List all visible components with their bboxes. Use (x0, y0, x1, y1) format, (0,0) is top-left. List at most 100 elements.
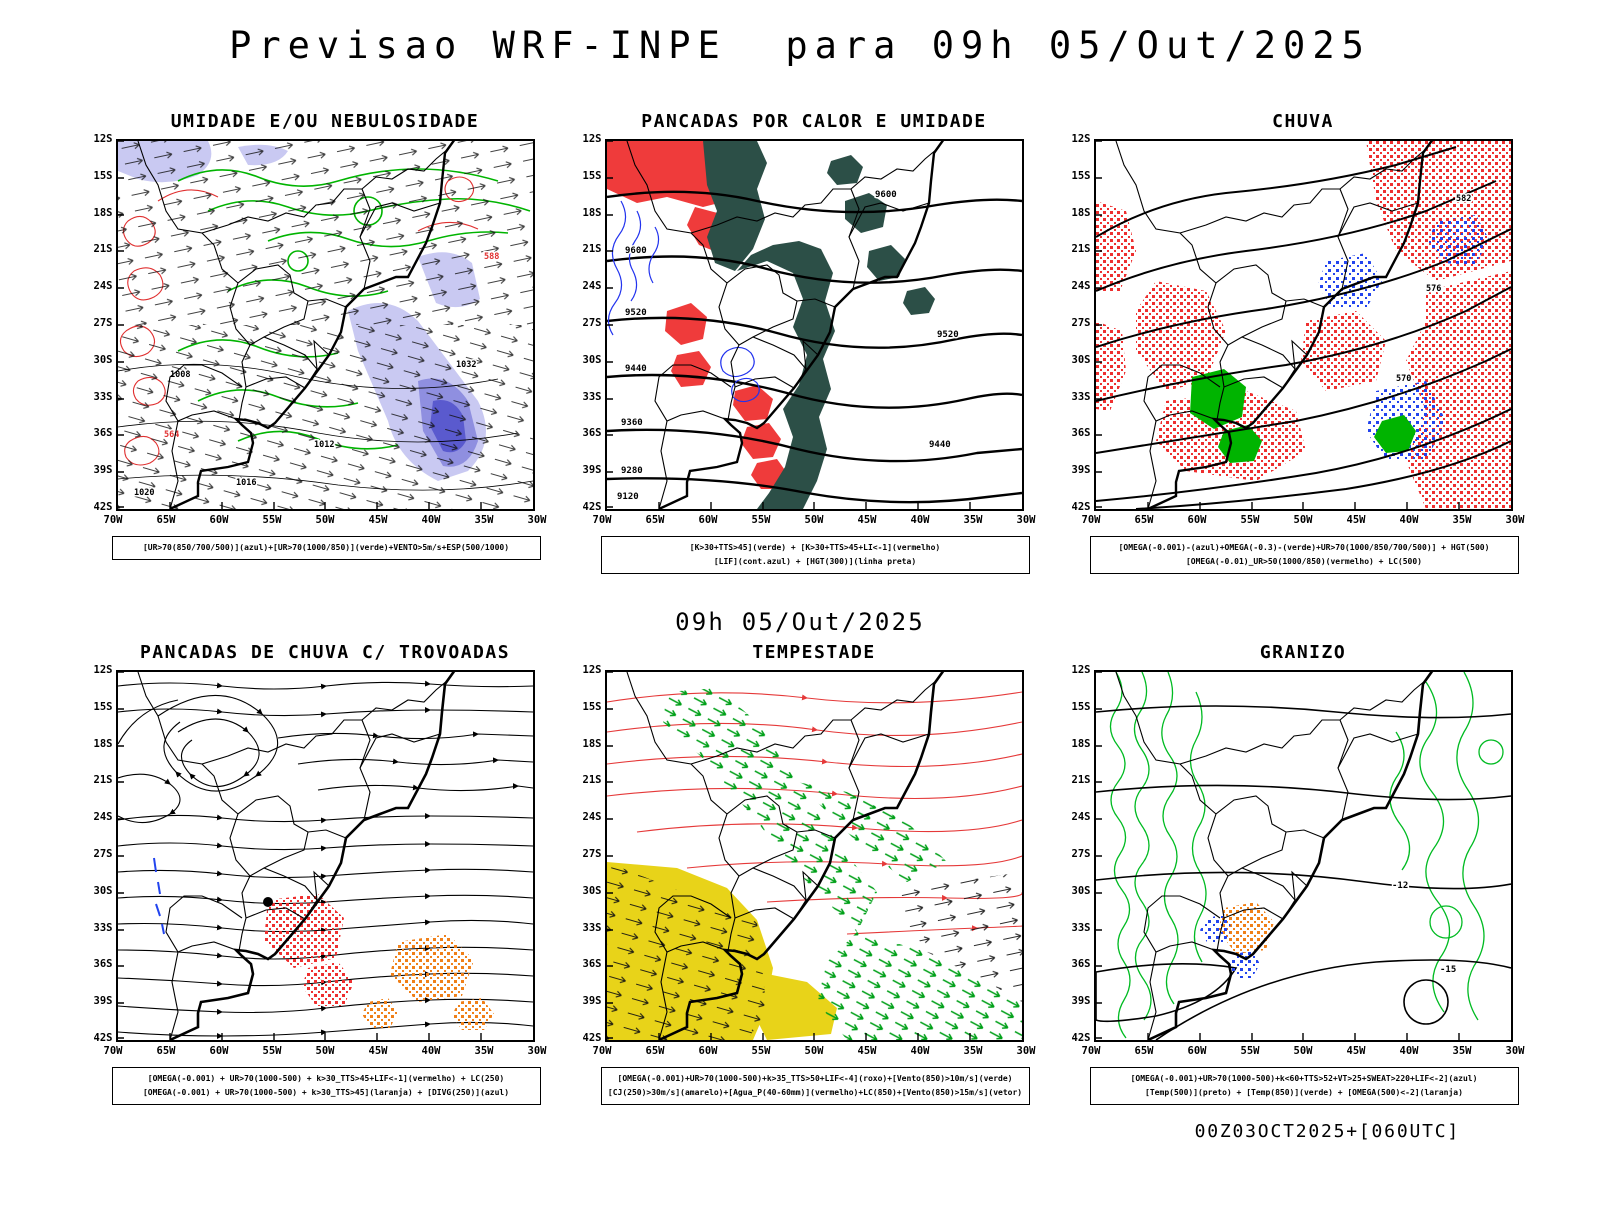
lon-tick-label: 65W (645, 1045, 665, 1057)
map-frame-umidade: 1008 1012 1016 1020 1032 564 588 (115, 139, 535, 511)
lon-tick-label: 40W (421, 1045, 441, 1057)
lon-tick-label: 35W (963, 514, 983, 526)
lat-tick-label: 15S (582, 700, 602, 713)
map-wrap: 12S 15S 18S 21S 24S 27S 30S 33S 36S 39S 42S (577, 134, 1024, 512)
panel-title: PANCADAS POR CALOR E UMIDADE (641, 111, 987, 132)
wind850-green-vectors (662, 688, 1022, 1040)
lat-tick-label: 24S (582, 811, 602, 824)
lat-tick-label: 36S (582, 958, 602, 971)
lat-tick-label: 42S (93, 500, 113, 513)
orange-speckle-areas (361, 934, 494, 1030)
lon-tick-label: 45W (1346, 514, 1366, 526)
lon-tick-label: 70W (103, 1045, 123, 1057)
svg-text:9520: 9520 (937, 330, 959, 340)
svg-text:1016: 1016 (236, 478, 256, 488)
country-borders (1114, 672, 1434, 1040)
lon-tick-label: 55W (751, 1045, 771, 1057)
lon-tick-label: 70W (592, 514, 612, 526)
lat-tick-label: 24S (93, 280, 113, 293)
map-wrap: 12S 15S 18S 21S 24S 27S 30S 33S 36S 39S 42S (577, 665, 1024, 1043)
svg-text:576: 576 (1426, 284, 1441, 294)
temp850-green-contours (1109, 672, 1504, 1039)
lat-tick-label: 36S (93, 427, 113, 440)
hail-blue-speckles (1199, 914, 1260, 978)
caption-line: [CJ(250)>30m/s](amarelo)+[Agua_P(40-60mm… (607, 1088, 1023, 1097)
panel-title: PANCADAS DE CHUVA C/ TROVOADAS (139, 642, 511, 663)
lon-axis: 70W 65W 60W 55W 50W 45W 40W 35W 30W (1082, 1046, 1525, 1057)
dark-teal-areas (702, 141, 935, 509)
temp500-black-contours (1095, 705, 1511, 1040)
svg-text:588: 588 (484, 252, 499, 262)
svg-text:9120: 9120 (617, 492, 639, 502)
panel-tempestade: TEMPESTADE 12S 15S 18S 21S 24S 27S 30S 33S 36S 39… (577, 642, 1035, 1105)
lat-tick-label: 21S (582, 774, 602, 787)
panel-trovoadas: PANCADAS DE CHUVA C/ TROVOADAS 12S 15S 18S… (88, 642, 546, 1105)
lat-axis: 12S 15S 18S 21S 24S 27S 30S 33S 36S 39S 42S (88, 665, 116, 1043)
lat-tick-label: 33S (582, 390, 602, 403)
lon-tick-label: 70W (103, 514, 123, 526)
lon-tick-label: 40W (1399, 514, 1419, 526)
lon-tick-label: 45W (1346, 1045, 1366, 1057)
caption-line: [Temp(500)](preto) + [Temp(850)](verde) … (1145, 1088, 1463, 1097)
lat-tick-label: 15S (93, 700, 113, 713)
rain-red-speckles (1095, 141, 1511, 509)
lat-tick-label: 12S (1071, 664, 1091, 676)
mid-datetime-label: 09h 05/Out/2025 (675, 608, 925, 636)
lon-tick-label: 40W (910, 514, 930, 526)
lat-tick-label: 15S (582, 169, 602, 182)
panel-title: CHUVA (1272, 111, 1334, 132)
lat-tick-label: 39S (582, 995, 602, 1008)
red-speckle-areas (263, 894, 354, 1006)
lon-tick-label: 35W (474, 1045, 494, 1057)
lat-tick-label: 30S (93, 884, 113, 897)
svg-text:570: 570 (1396, 374, 1411, 384)
lon-axis: 70W 65W 60W 55W 50W 45W 40W 35W 30W (104, 515, 547, 526)
caption-line: [OMEGA(-0.01)_UR>50(1000/850)(vermelho) … (1185, 557, 1422, 566)
lon-tick-label: 30W (1505, 514, 1525, 526)
caption-line: [OMEGA(-0.001) + UR>70(1000-500) + k>30_… (142, 1088, 510, 1097)
wind-vectors-upper (117, 141, 533, 325)
lat-tick-label: 15S (1071, 700, 1091, 713)
lon-tick-label: 55W (262, 514, 282, 526)
lat-tick-label: 18S (1071, 206, 1091, 219)
svg-text:9360: 9360 (621, 418, 643, 428)
panel-title: TEMPESTADE (752, 642, 876, 663)
lat-tick-label: 18S (582, 206, 602, 219)
lon-tick-label: 65W (1134, 514, 1154, 526)
lon-axis: 70W 65W 60W 55W 50W 45W 40W 35W 30W (104, 1046, 547, 1057)
svg-text:9600: 9600 (625, 246, 647, 256)
lat-tick-label: 33S (582, 921, 602, 934)
blue-divergence-marks (152, 857, 165, 935)
lon-axis: 70W 65W 60W 55W 50W 45W 40W 35W 30W (593, 515, 1036, 526)
page-title: Previsao WRF-INPE para 09h 05/Out/2025 (229, 24, 1371, 67)
svg-text:9280: 9280 (621, 466, 643, 476)
panel-granizo: GRANIZO 12S 15S 18S 21S 24S 27S 30S 33S 36S 39S 42… (1066, 642, 1524, 1105)
lon-tick-label: 35W (1452, 1045, 1472, 1057)
map-wrap: 12S 15S 18S 21S 24S 27S 30S 33S 36S 39S 42S (1066, 134, 1513, 512)
coastline (1146, 672, 1434, 1040)
map-umidade: 1008 1012 1016 1020 1032 564 588 (117, 141, 533, 509)
lat-tick-label: 18S (582, 737, 602, 750)
lat-axis: 12S 15S 18S 21S 24S 27S 30S 33S 36S 39S 42S (1066, 665, 1094, 1043)
lat-tick-label: 30S (582, 884, 602, 897)
panel-title: GRANIZO (1259, 642, 1347, 663)
lat-tick-label: 36S (1071, 427, 1091, 440)
lat-tick-label: 33S (1071, 921, 1091, 934)
lat-tick-label: 36S (582, 427, 602, 440)
lon-tick-label: 50W (1293, 1045, 1313, 1057)
lon-tick-label: 50W (315, 1045, 335, 1057)
lon-tick-label: 70W (1081, 514, 1101, 526)
lon-tick-label: 50W (804, 514, 824, 526)
lat-tick-label: 15S (93, 169, 113, 182)
lat-tick-label: 30S (582, 353, 602, 366)
map-frame-trovoadas (115, 670, 535, 1042)
lat-tick-label: 33S (93, 921, 113, 934)
svg-text:1032: 1032 (456, 360, 476, 370)
lon-tick-label: 40W (1399, 1045, 1419, 1057)
lat-tick-label: 27S (582, 316, 602, 329)
lon-tick-label: 40W (421, 514, 441, 526)
caption-box: [UR>70(850/700/500)](azul)+[UR>70(1000/8… (111, 536, 541, 560)
panel-row-bottom: PANCADAS DE CHUVA C/ TROVOADAS 12S 15S 18S… (0, 642, 1600, 1105)
lon-tick-label: 45W (368, 514, 388, 526)
panel-row-top: UMIDADE E/OU NEBULOSIDADE 12S 15S 18S 21S 24… (0, 111, 1600, 574)
